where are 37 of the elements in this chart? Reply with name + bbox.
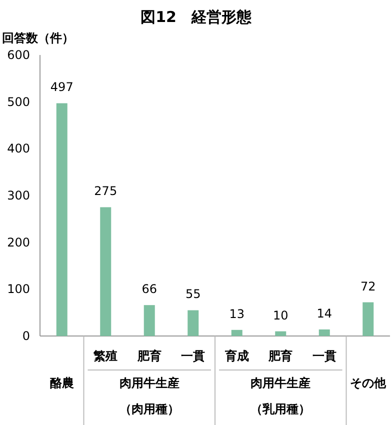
chart-title: 図12 経営形態	[140, 8, 252, 26]
data-label: 497	[50, 80, 74, 94]
bar	[100, 207, 112, 336]
y-tick-label: 0	[22, 329, 30, 343]
y-axis-title: 回答数（件）	[2, 31, 74, 45]
y-tick-label: 600	[7, 48, 30, 62]
text: 肉用牛生産	[250, 376, 311, 390]
y-tick-label: 400	[7, 142, 30, 156]
x-tick-label: 肥育	[136, 349, 162, 363]
bar	[362, 302, 374, 336]
y-tick-label: 300	[7, 188, 30, 202]
x-tick-label: 育成	[224, 349, 249, 363]
data-label: 275	[94, 184, 118, 198]
y-tick-label: 100	[7, 282, 30, 296]
x-tick-label: 一貫	[181, 349, 206, 363]
text: （肉用種）	[119, 402, 180, 416]
y-tick-label: 200	[7, 235, 30, 250]
data-label: 14	[316, 306, 332, 320]
text: 酪農	[50, 376, 74, 390]
x-tick-label: 一貫	[312, 349, 336, 363]
text: 肉用牛生産	[119, 376, 180, 390]
data-label: 66	[142, 282, 158, 296]
bar	[56, 103, 68, 336]
bar	[231, 330, 242, 336]
data-label: 72	[360, 279, 376, 294]
text: （乳用種）	[250, 402, 311, 416]
data-label: 13	[229, 306, 245, 321]
bar	[144, 305, 155, 336]
bar	[318, 329, 330, 336]
text: その他	[350, 376, 388, 390]
x-tick-label: 繁殖	[92, 349, 118, 363]
data-label: 55	[185, 287, 201, 302]
x-tick-label: 肥育	[268, 349, 293, 363]
bar	[188, 310, 199, 336]
data-label: 10	[272, 308, 288, 322]
y-tick-label: 500	[7, 94, 30, 109]
bar	[275, 331, 286, 336]
